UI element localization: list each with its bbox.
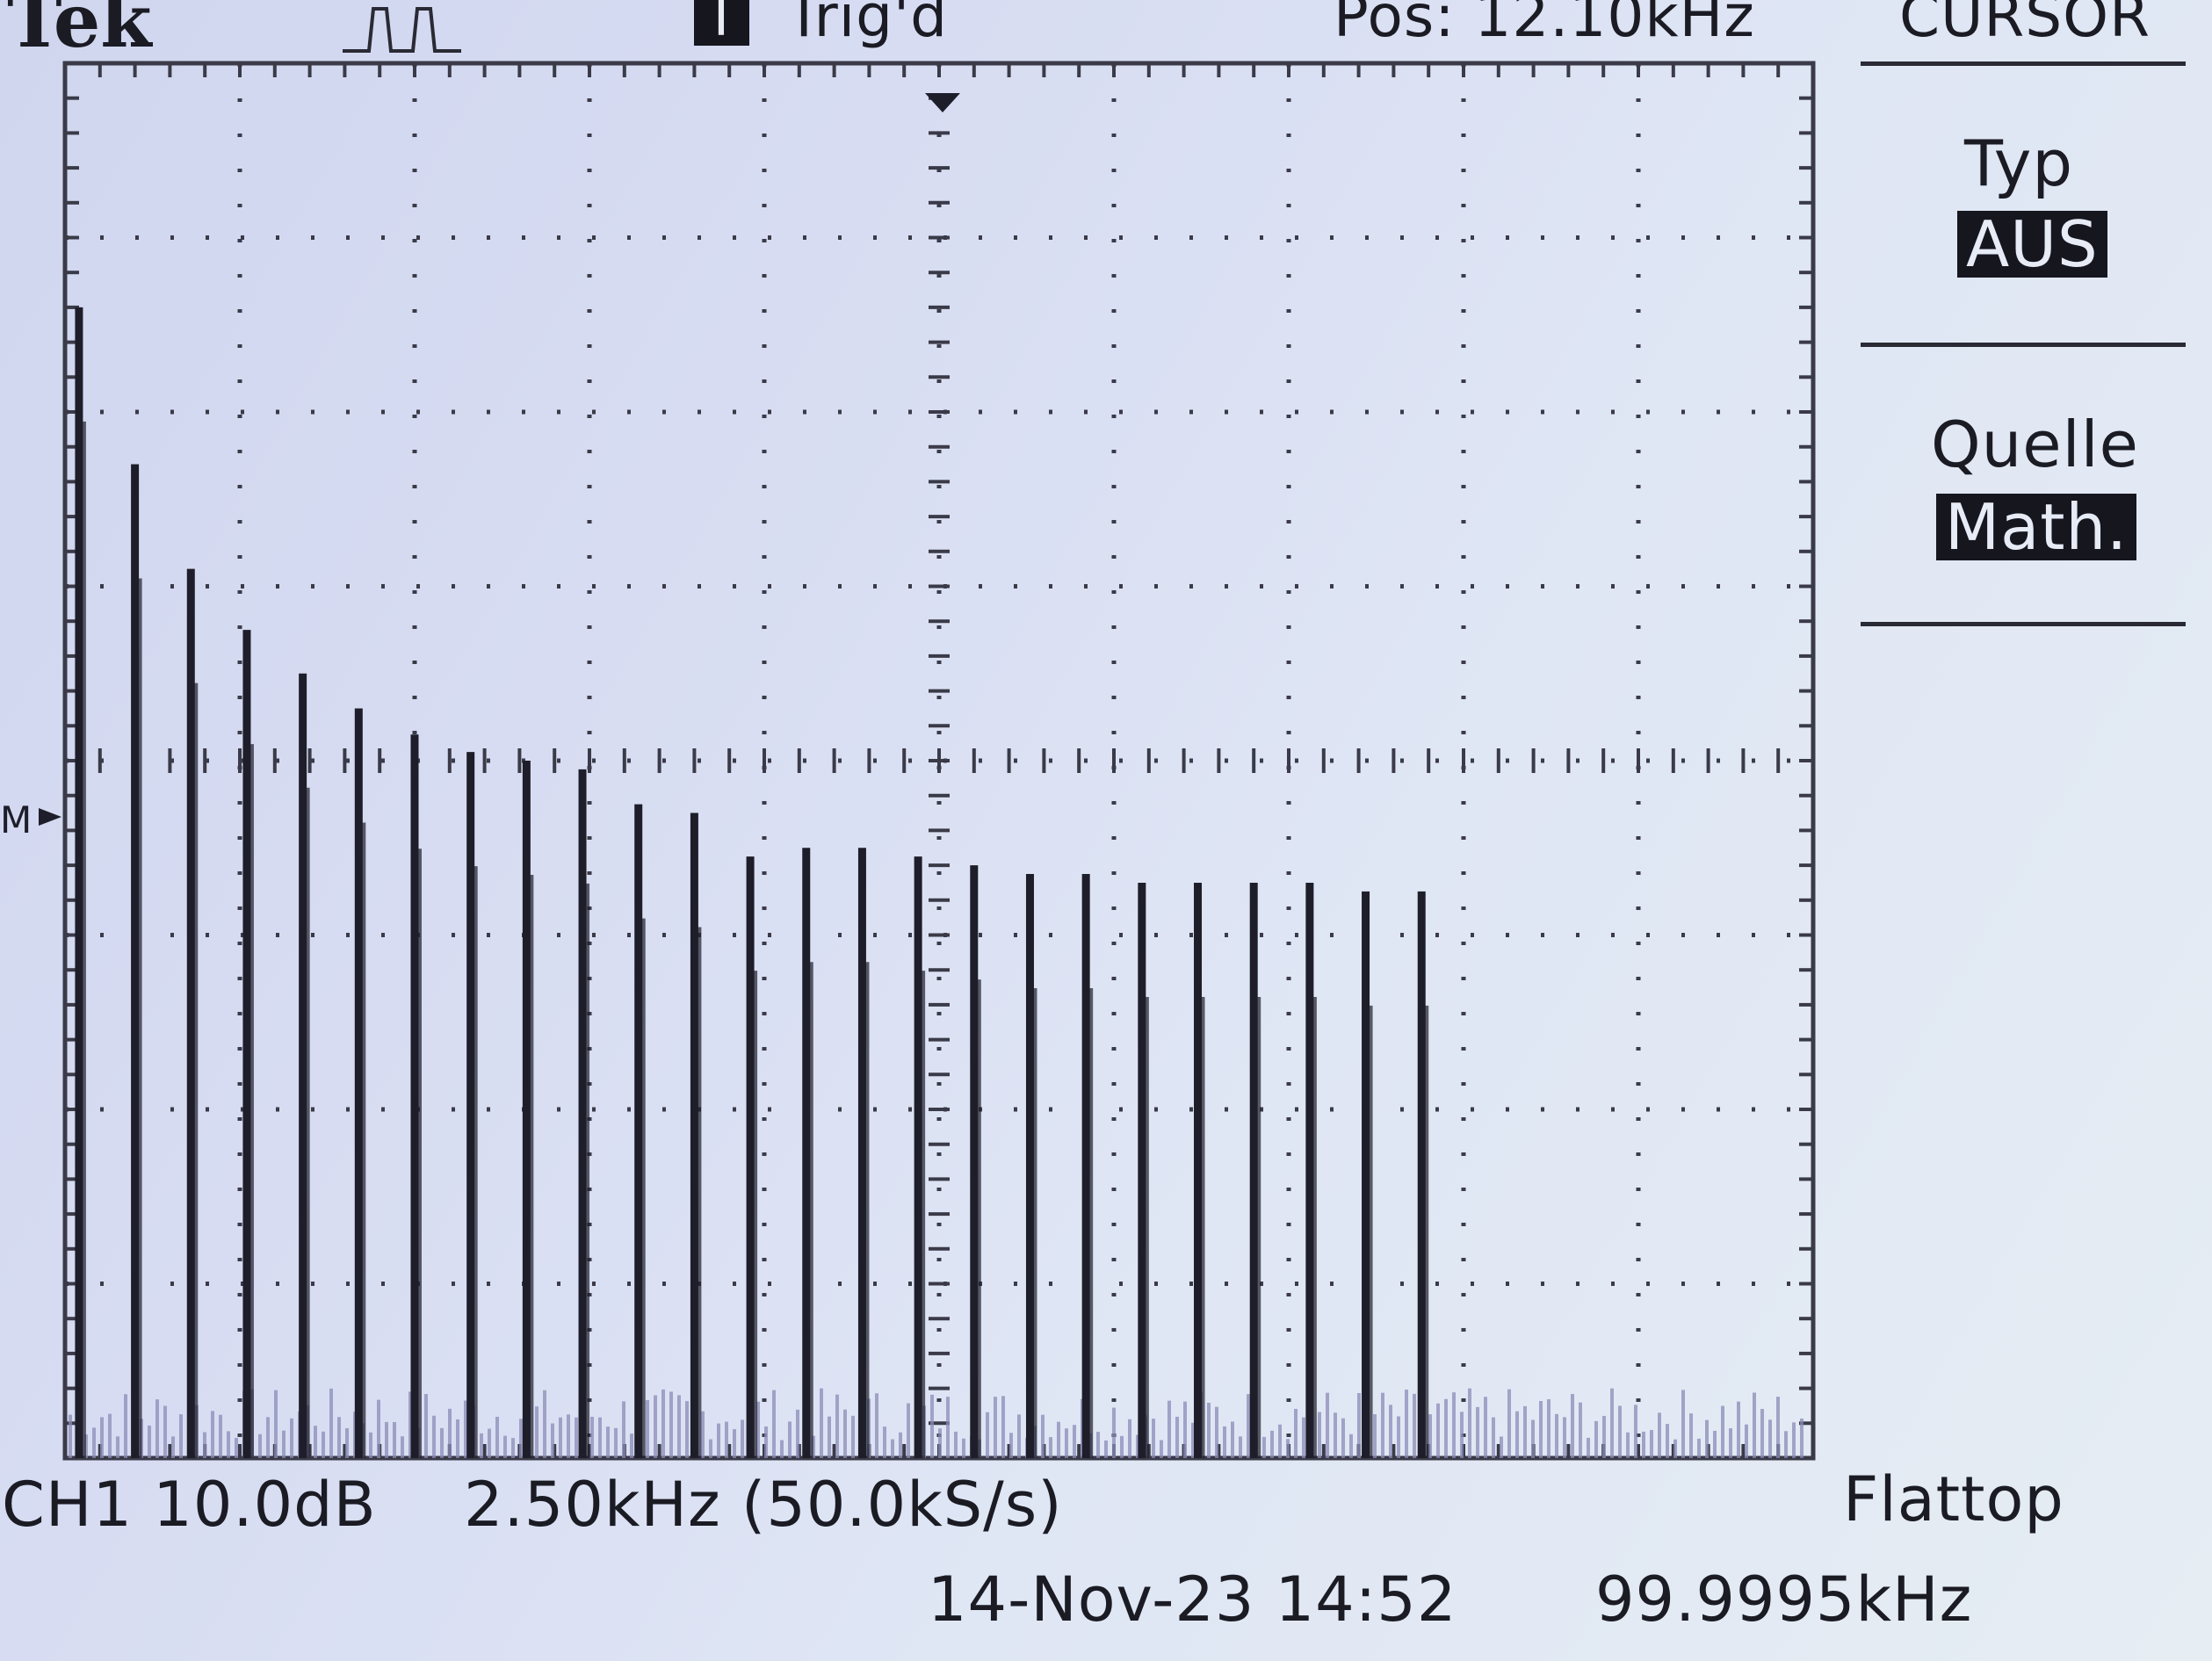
menu-divider — [1861, 61, 2186, 66]
horizontal-position: Pos: 12.10kHz — [1334, 0, 1755, 50]
math-reference-marker: M — [0, 798, 61, 841]
menu-item-source-value[interactable]: Math. — [1936, 494, 2136, 560]
menu-divider — [1861, 622, 2186, 626]
menu-divider — [1861, 343, 2186, 347]
menu-item-type-label: Typ — [1964, 126, 2074, 200]
graticule — [62, 61, 1816, 1461]
trigger-position-marker — [925, 93, 960, 112]
menu-item-source-label: Quelle — [1931, 408, 2139, 481]
svg-text:M: M — [0, 798, 32, 841]
menu-item-type-value[interactable]: AUS — [1957, 211, 2107, 278]
trigger-status: Trig'd — [786, 0, 949, 50]
trigger-badge: T — [694, 0, 749, 46]
spectrum-trace — [69, 307, 1804, 1458]
brand-logo: Tek — [7, 0, 152, 64]
frequency-span: 2.50kHz (50.0kS/s) — [464, 1469, 1063, 1541]
menu-title: CURSOR — [1899, 0, 2151, 50]
fft-window: Flattop — [1843, 1463, 2064, 1535]
date-time: 14-Nov-23 14:52 — [928, 1564, 1457, 1636]
channel-scale: CH1 10.0dB — [2, 1469, 377, 1541]
trigger-frequency: 99.9995kHz — [1595, 1564, 1973, 1636]
